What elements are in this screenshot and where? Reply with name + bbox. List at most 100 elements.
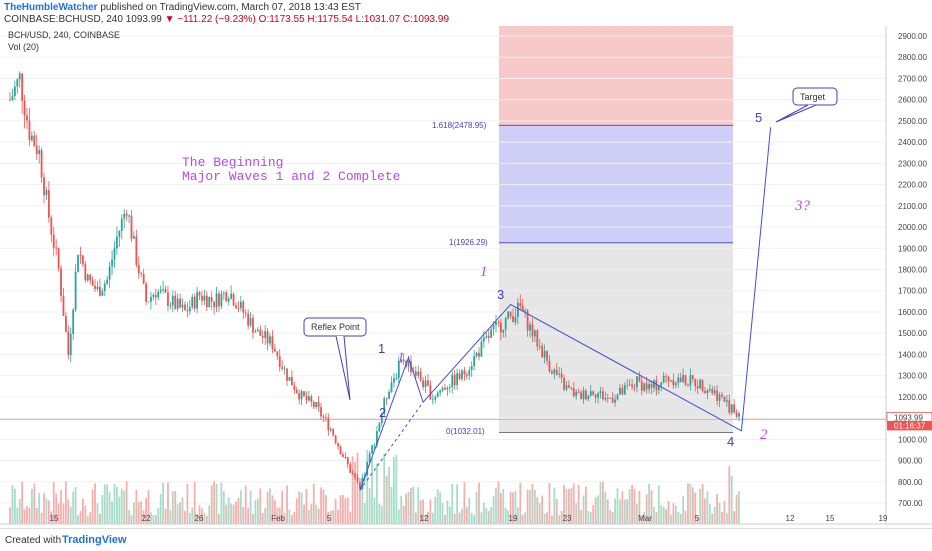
volume-bar [536,497,539,524]
candle-body [633,386,636,388]
candle-body [339,446,342,455]
volume-bar [157,507,160,524]
volume-bar [643,511,646,524]
volume-bar [176,504,179,524]
volume-bar [150,512,152,524]
volume-bar [614,498,616,524]
candle-body [273,348,276,352]
volume-bar [242,507,245,524]
candle-body [235,305,237,309]
volume-bar [337,509,339,524]
candle-body [448,387,451,388]
price-tick-label: 1700.00 [898,287,927,296]
volume-bar [171,491,174,524]
volume-bar [293,511,296,524]
tradingview-logo[interactable]: TradingView [62,534,127,546]
candle-body [708,389,711,391]
candle-body [424,380,427,388]
volume-bar [332,510,335,524]
candle-body [660,382,663,386]
volume-bar [193,481,196,524]
volume-bar [111,501,113,524]
volume-bar [577,484,580,524]
candle-body [509,311,512,317]
price-tick-label: 2300.00 [898,159,927,168]
price-tick-label: 2900.00 [898,32,927,41]
candle-body [616,394,619,400]
price-tick-label: 700.00 [898,499,923,508]
time-tick-label: 19 [509,514,518,523]
volume-bar [79,510,82,524]
volume-bar [154,514,157,524]
volume-bar [509,491,512,524]
volume-bar [373,497,376,524]
reflex-callout: Reflex Point [303,317,367,401]
price-tick-label: 2400.00 [898,138,927,147]
candle-body [572,387,575,397]
volume-bar [103,484,106,524]
volume-bar [699,488,702,524]
volume-bar [130,515,133,524]
volume-bar [448,506,451,524]
volume-bar [706,491,709,524]
candle-body [120,218,123,231]
volume-bar [711,513,714,524]
candle-body [592,391,595,395]
candle-body [329,429,332,431]
volume-bar [492,495,495,524]
volume-bar [252,513,254,524]
candle-body [558,373,561,375]
volume-bar [546,512,548,524]
volume-bar [502,489,505,524]
candle-body [653,380,655,388]
volume-bar [733,511,736,524]
volume-bar [725,512,728,524]
candle-body [723,396,726,402]
candle-body [507,311,510,319]
price-chart[interactable]: 700.00800.00900.001000.001100.001200.001… [0,26,932,528]
candle-body [359,481,361,489]
volume-bar [128,510,130,524]
candle-body [730,404,733,413]
candle-body [351,472,354,475]
volume-bar [456,483,459,524]
candle-body [271,336,274,349]
volume-bar [208,505,211,524]
volume-bar [261,513,264,524]
candle-body [62,295,65,316]
candle-body [497,321,500,323]
volume-bar [417,487,420,524]
author-link[interactable]: TheHumbleWatcher [4,2,98,13]
candle-body [30,135,33,141]
volume-bar [718,502,721,524]
volume-bar [50,511,53,524]
volume-bar [303,504,305,524]
volume-bar [570,488,573,524]
candle-body [60,268,62,296]
volume-bar [269,488,271,524]
candle-body [232,293,235,306]
candle-body [728,400,731,413]
candle-body [133,236,135,239]
volume-bar [320,487,322,524]
candle-body [495,321,497,326]
volume-bar [397,509,400,524]
candle-body [293,385,296,390]
volume-bar [682,496,685,524]
candle-body [354,474,356,478]
volume-bar [390,486,393,524]
candle-body [16,79,19,87]
volume-bar [563,485,565,524]
candle-body [694,379,697,387]
volume-bar [619,499,621,524]
candles [9,71,740,490]
fib-label-1: 1(1926.29) [449,238,488,247]
candle-body [40,150,43,178]
grid [0,35,886,504]
volume-bar [541,495,544,524]
candle-body [568,385,570,388]
candle-body [631,384,633,387]
volume-bar [286,485,288,524]
candle-body [716,390,719,401]
candle-body [89,274,92,281]
